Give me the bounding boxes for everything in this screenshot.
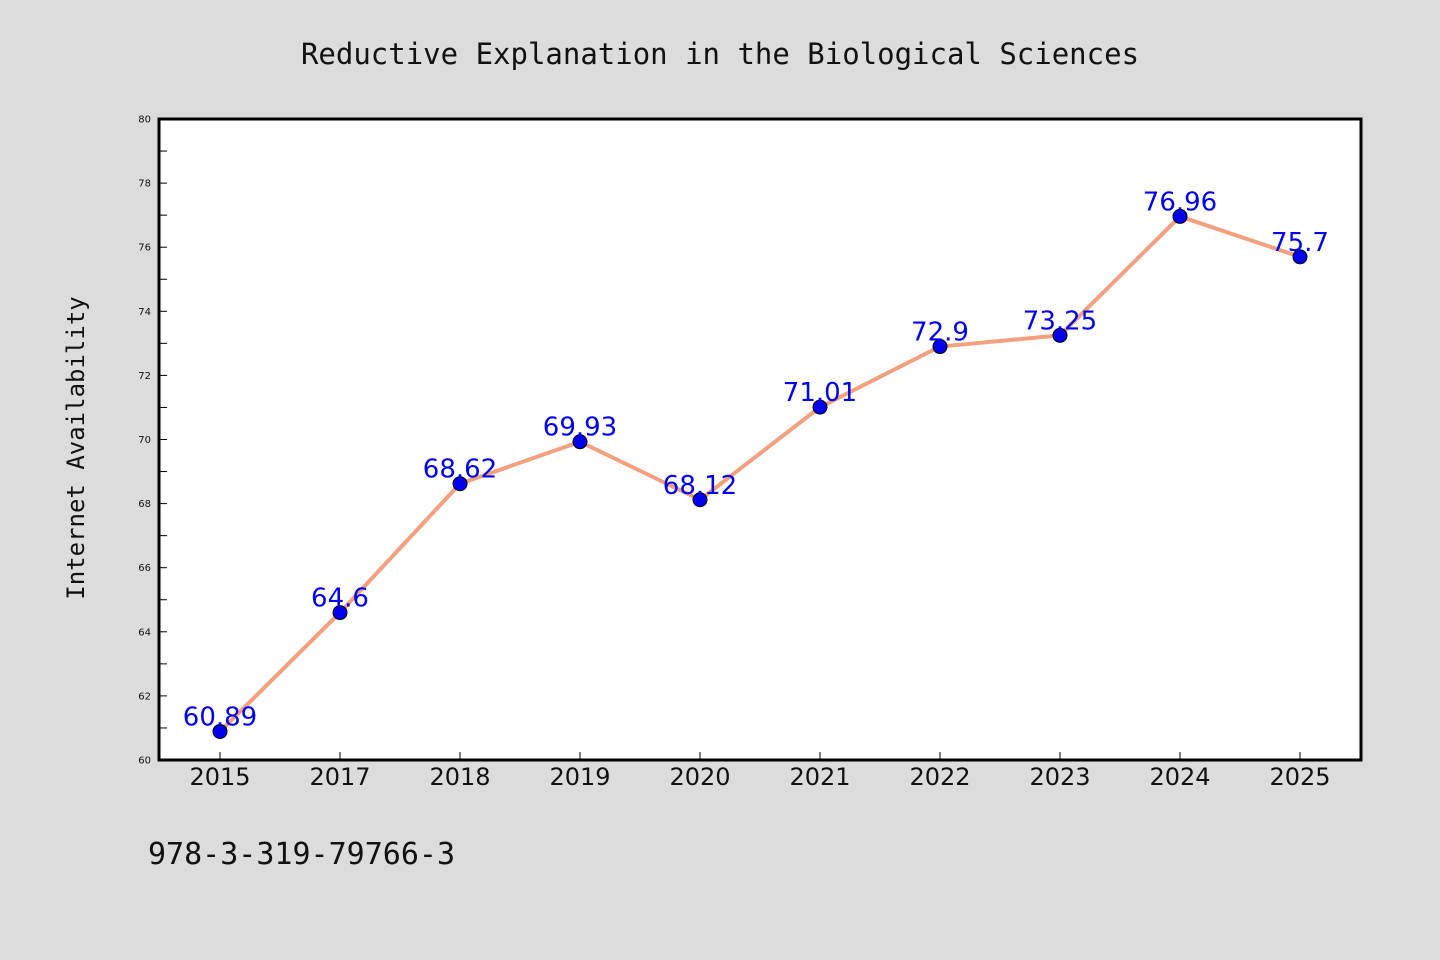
y-tick-label: 78 xyxy=(138,179,151,190)
chart-title: Reductive Explanation in the Biological … xyxy=(301,37,1139,71)
data-label: 73.25 xyxy=(1023,306,1097,336)
y-axis-ticks: 60 62 64 66 68 70 72 74 76 78 80 xyxy=(138,115,167,767)
data-label: 72.9 xyxy=(911,318,969,348)
x-tick-label: 2023 xyxy=(1029,763,1090,791)
data-label: 71.01 xyxy=(783,378,857,408)
data-label: 69.93 xyxy=(543,413,617,443)
data-point-marker xyxy=(812,399,828,415)
x-axis-ticks: 2015 2017 2018 2019 2020 2021 2022 2023 2024 2025 xyxy=(189,752,1331,791)
y-tick-label: 74 xyxy=(138,307,151,318)
x-tick-label: 2022 xyxy=(909,763,970,791)
series-line xyxy=(218,214,1302,734)
x-tick-label: 2020 xyxy=(669,763,730,791)
y-tick-label: 68 xyxy=(138,499,151,510)
data-point-marker xyxy=(212,723,228,739)
x-tick-label: 2025 xyxy=(1269,763,1330,791)
y-axis-label: Internet Availability xyxy=(62,296,90,599)
y-tick-label: 60 xyxy=(138,756,151,767)
data-label: 68.12 xyxy=(663,471,737,501)
y-tick-label: 80 xyxy=(138,115,151,126)
x-tick-label: 2018 xyxy=(429,763,490,791)
data-label: 75.7 xyxy=(1271,228,1329,258)
x-tick-label: 2021 xyxy=(789,763,850,791)
data-label: 68.62 xyxy=(423,455,497,485)
data-point-marker xyxy=(452,476,468,492)
data-point-marker xyxy=(572,434,588,450)
data-label: 64.6 xyxy=(311,584,369,614)
data-point-marker xyxy=(1292,249,1308,265)
data-point-marker xyxy=(332,605,348,621)
series-layer: 60.89 64.6 68.62 69.93 68.12 71.01 72.9 73.25 76… xyxy=(183,187,1329,739)
footer-isbn: 978-3-319-79766-3 xyxy=(148,837,455,872)
y-tick-label: 64 xyxy=(138,627,151,638)
x-tick-label: 2019 xyxy=(549,763,610,791)
y-tick-label: 62 xyxy=(138,691,151,702)
data-label: 60.89 xyxy=(183,702,257,732)
data-label: 76.96 xyxy=(1143,187,1217,217)
data-point-marker xyxy=(692,492,708,508)
data-point-marker xyxy=(1052,327,1068,343)
x-tick-label: 2017 xyxy=(309,763,370,791)
x-tick-label: 2015 xyxy=(189,763,250,791)
data-point-marker xyxy=(1172,208,1188,224)
plot-area xyxy=(157,117,1363,762)
x-tick-label: 2024 xyxy=(1149,763,1210,791)
data-point-marker xyxy=(932,339,948,355)
y-tick-label: 72 xyxy=(138,371,151,382)
y-tick-label: 70 xyxy=(138,435,151,446)
y-tick-label: 76 xyxy=(138,243,151,254)
y-tick-label: 66 xyxy=(138,563,151,574)
